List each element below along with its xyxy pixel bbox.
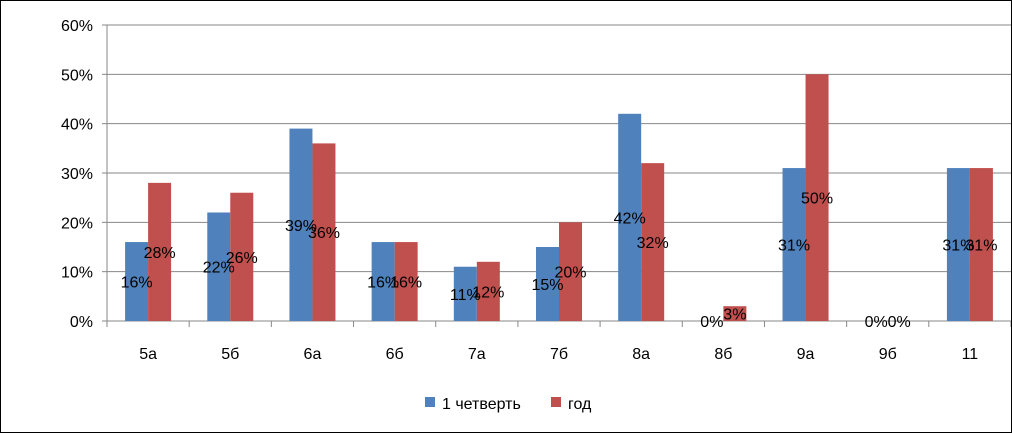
bar-god bbox=[559, 222, 582, 321]
data-label: 42% bbox=[614, 210, 646, 227]
bar-god bbox=[723, 306, 747, 321]
data-label: 0% bbox=[888, 314, 911, 331]
data-label: 50% bbox=[801, 191, 833, 208]
data-label: 31% bbox=[778, 238, 810, 255]
bar-chetvert bbox=[207, 212, 231, 321]
y-tick-label: 40% bbox=[61, 117, 93, 134]
bar-chetvert bbox=[536, 247, 559, 321]
y-tick-label: 60% bbox=[61, 18, 93, 35]
x-tick-label: 8а bbox=[632, 346, 650, 363]
x-tick-label: 9б bbox=[879, 346, 897, 363]
data-label: 3% bbox=[723, 307, 746, 324]
x-tick-label: 7б bbox=[550, 346, 568, 363]
data-label: 32% bbox=[637, 235, 669, 252]
bar-chetvert bbox=[289, 128, 313, 321]
y-tick-label: 50% bbox=[61, 67, 93, 84]
legend-swatch-1-chetvert bbox=[425, 397, 435, 407]
bar-god bbox=[805, 74, 829, 321]
data-label: 12% bbox=[472, 284, 504, 301]
data-label: 0% bbox=[700, 314, 723, 331]
data-label: 26% bbox=[226, 250, 258, 267]
bar-chetvert bbox=[946, 168, 970, 321]
bar-god bbox=[312, 143, 336, 321]
data-label: 0% bbox=[865, 314, 888, 331]
data-label: 31% bbox=[942, 238, 974, 255]
x-tick-label: 8б bbox=[714, 346, 732, 363]
y-tick-labels: 0% 10% 20% 30% 40% 50% 60% bbox=[61, 18, 93, 331]
x-tick-label: 7а bbox=[468, 346, 486, 363]
x-tick-label: 5а bbox=[139, 346, 157, 363]
x-tick-label: 6б bbox=[386, 346, 404, 363]
data-label: 11% bbox=[450, 287, 481, 304]
data-label: 22% bbox=[203, 260, 235, 277]
legend-label-1-chetvert: 1 четверть bbox=[442, 396, 521, 413]
data-label: 16% bbox=[367, 275, 399, 292]
data-label: 15% bbox=[531, 277, 563, 294]
x-tick-label: 6а bbox=[304, 346, 322, 363]
bar-god bbox=[148, 182, 172, 321]
x-tick-label: 9а bbox=[797, 346, 815, 363]
bar-chetvert bbox=[125, 242, 149, 321]
bar-god bbox=[230, 192, 254, 321]
data-label: 36% bbox=[308, 225, 340, 242]
data-label: 28% bbox=[144, 245, 176, 262]
bar-god bbox=[969, 168, 993, 321]
bar-god bbox=[641, 163, 665, 321]
bars bbox=[125, 74, 993, 321]
y-tick-label: 30% bbox=[61, 166, 93, 183]
bar-chetvert bbox=[618, 113, 642, 321]
legend-label-god: год bbox=[568, 396, 592, 413]
x-tick-labels: 5а 5б 6а 6б 7а 7б 8а 8б 9а 9б 11 bbox=[139, 346, 978, 363]
bar-god bbox=[394, 242, 418, 321]
bar-chetvert bbox=[453, 266, 477, 321]
data-label: 16% bbox=[121, 275, 153, 292]
bar-chetvert bbox=[782, 168, 806, 321]
y-tick-label: 10% bbox=[61, 265, 93, 282]
data-label: 20% bbox=[554, 265, 586, 282]
y-tick-label: 20% bbox=[61, 215, 93, 232]
data-label: 39% bbox=[285, 218, 317, 235]
legend-swatch-god bbox=[551, 397, 561, 407]
bar-chetvert bbox=[371, 242, 395, 321]
legend: 1 четверть год bbox=[425, 396, 592, 413]
data-label: 31% bbox=[965, 238, 997, 255]
y-tick-label: 0% bbox=[70, 314, 93, 331]
data-labels: 16% 22% 39% 16% 11% 15% 42% 0% 31% 0% 31% 28% 26% 36%… bbox=[121, 191, 998, 331]
x-tick-label: 11 bbox=[962, 346, 979, 363]
x-tick-label: 5б bbox=[221, 346, 239, 363]
data-label: 16% bbox=[390, 275, 422, 292]
bar-god bbox=[476, 261, 500, 321]
